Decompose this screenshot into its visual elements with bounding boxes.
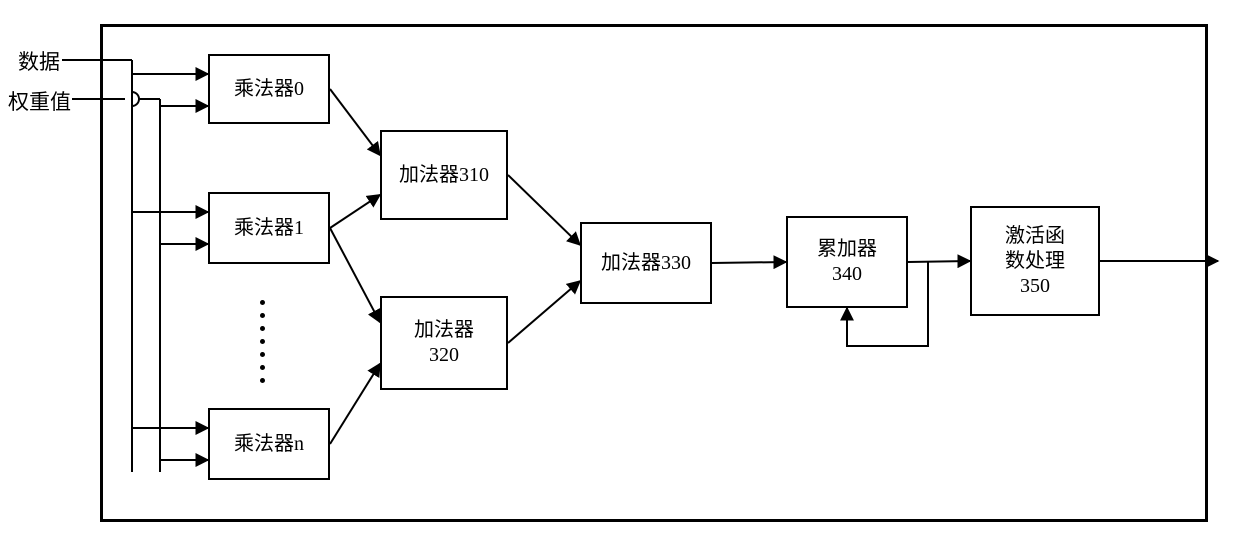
node-multiplier-0-label: 乘法器0 — [234, 77, 304, 102]
node-accumulator-340: 累加器 340 — [786, 216, 908, 308]
input-label-data: 数据 — [18, 46, 60, 76]
input-label-weight: 权重值 — [8, 86, 71, 116]
diagram-canvas: 数据 权重值 乘法器0 乘法器1 乘法器n 加法器310 加法器 320 加法器… — [0, 0, 1240, 548]
node-multiplier-0: 乘法器0 — [208, 54, 330, 124]
node-adder-310: 加法器310 — [380, 130, 508, 220]
node-adder-330: 加法器330 — [580, 222, 712, 304]
node-adder-330-label: 加法器330 — [601, 251, 691, 276]
node-activation-350-label-2: 数处理 — [1005, 249, 1065, 274]
ellipsis-dots — [260, 300, 265, 383]
node-multiplier-n-label: 乘法器n — [234, 432, 304, 457]
node-accumulator-340-label-1: 累加器 — [817, 237, 877, 262]
node-multiplier-1-label: 乘法器1 — [234, 216, 304, 241]
node-multiplier-1: 乘法器1 — [208, 192, 330, 264]
node-adder-310-label: 加法器310 — [399, 163, 489, 188]
node-accumulator-340-label-2: 340 — [832, 262, 862, 287]
node-activation-350: 激活函 数处理 350 — [970, 206, 1100, 316]
input-label-weight-text: 权重值 — [8, 90, 71, 114]
node-activation-350-label-3: 350 — [1020, 274, 1050, 299]
node-multiplier-n: 乘法器n — [208, 408, 330, 480]
node-activation-350-label-1: 激活函 — [1005, 224, 1065, 249]
input-label-data-text: 数据 — [18, 50, 60, 74]
node-adder-320-label-1: 加法器 — [414, 318, 474, 343]
node-adder-320: 加法器 320 — [380, 296, 508, 390]
node-adder-320-label-2: 320 — [429, 343, 459, 368]
